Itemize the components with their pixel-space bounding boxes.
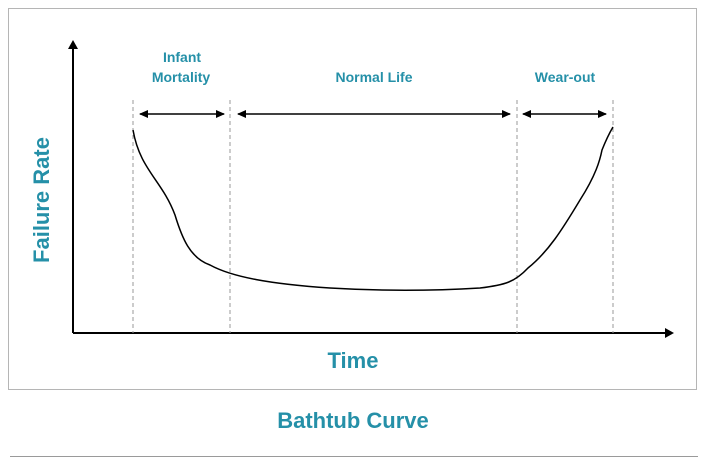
normal-life-label: Normal Life [335, 69, 412, 85]
figure-frame [8, 8, 697, 390]
infant-mortality-label-line2: Mortality [152, 69, 211, 85]
infant-mortality-label-line1: Infant [163, 49, 201, 65]
bathtub-curve [132, 126, 614, 291]
y-axis-label: Failure Rate [29, 137, 54, 263]
wear-out-label: Wear-out [535, 69, 596, 85]
bottom-divider [10, 456, 698, 457]
x-axis-label: Time [328, 348, 379, 373]
diagram-caption: Bathtub Curve [277, 408, 429, 433]
